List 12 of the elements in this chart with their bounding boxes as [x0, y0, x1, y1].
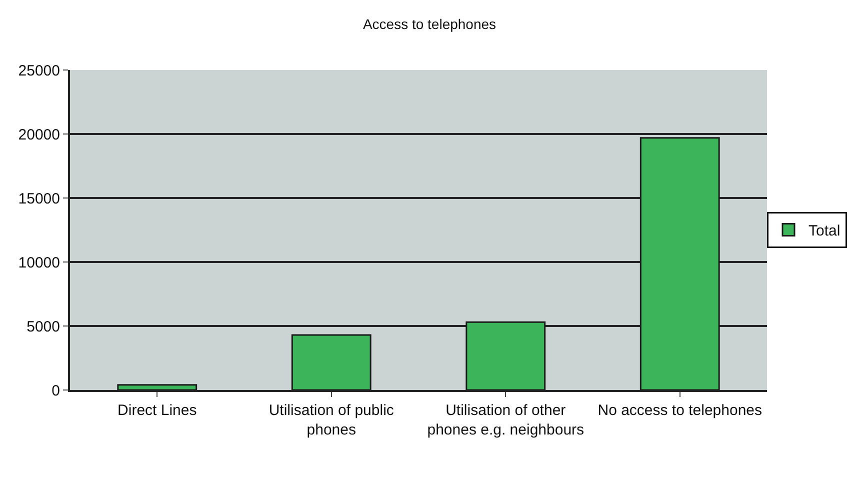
x-tick-label: No access to telephones	[598, 402, 762, 419]
y-tick-label: 5000	[26, 318, 60, 336]
x-tick-label: Direct Lines	[118, 402, 197, 419]
y-tick-label: 0	[52, 382, 60, 400]
y-tick-label: 20000	[18, 126, 60, 144]
chart-title: Access to telephones	[362, 16, 496, 32]
legend-label: Total	[808, 222, 840, 240]
y-tick-label: 10000	[18, 254, 60, 272]
y-tick-label: 25000	[18, 62, 60, 80]
y-tick-label: 15000	[18, 190, 60, 208]
x-tick-label: Utilisation of public phones	[268, 402, 394, 438]
x-tick-label: Utilisation of other phones e.g. neighbours	[427, 402, 584, 438]
